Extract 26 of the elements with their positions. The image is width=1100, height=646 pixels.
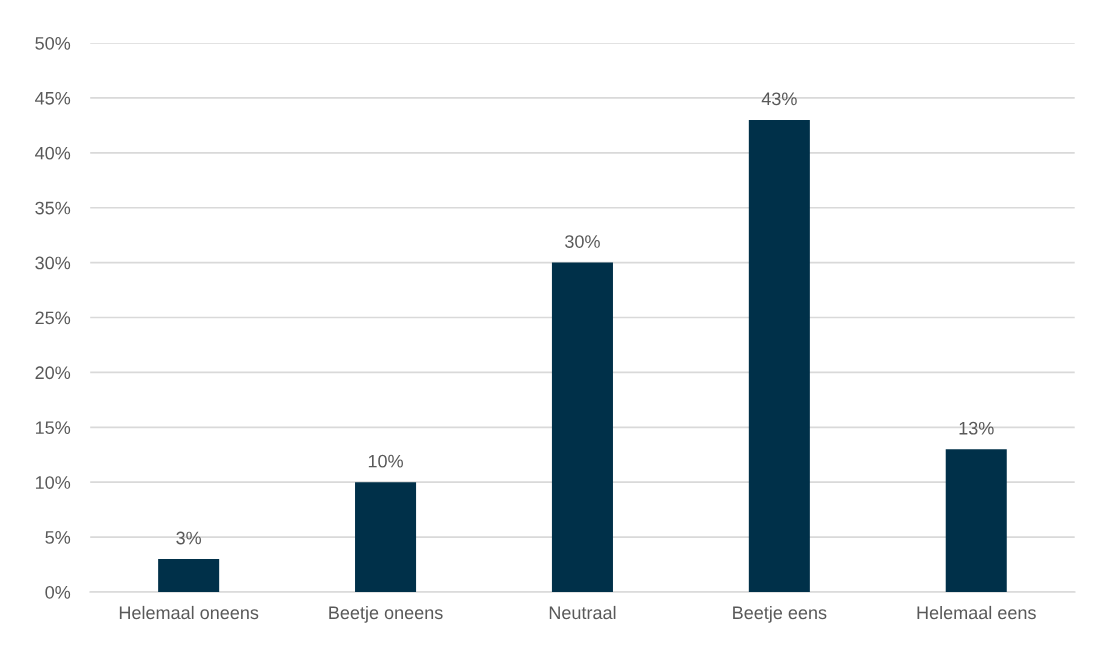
y-tick-label: 45% <box>35 91 71 105</box>
x-tick-label: Beetje oneens <box>329 605 443 623</box>
bar <box>158 559 220 592</box>
data-label: 13% <box>959 421 994 435</box>
data-label: 3% <box>176 531 202 545</box>
bar <box>551 262 613 592</box>
data-label: 30% <box>565 235 600 248</box>
data-label: 10% <box>368 454 403 468</box>
y-tick-label: 15% <box>36 421 71 435</box>
y-tick-label: 10% <box>36 476 71 489</box>
y-tick-label: 25% <box>35 311 71 325</box>
bar <box>945 449 1007 592</box>
y-tick-label: 35% <box>35 201 71 215</box>
y-tick-label: 30% <box>35 256 71 270</box>
x-tick-label: Beetje eens <box>733 605 827 623</box>
y-tick-label: 40% <box>35 146 71 160</box>
y-tick-label: 20% <box>35 366 71 380</box>
y-tick-label: 5% <box>45 531 71 544</box>
bar <box>748 119 810 592</box>
y-tick-label: 0% <box>45 585 71 599</box>
data-label: 43% <box>761 92 797 106</box>
bar <box>355 482 417 592</box>
x-tick-label: Neutraal <box>549 605 616 620</box>
x-tick-label: Helemaal eens <box>917 605 1036 620</box>
y-tick-label: 50% <box>35 36 71 50</box>
x-tick-label: Helemaal oneens <box>119 605 259 620</box>
